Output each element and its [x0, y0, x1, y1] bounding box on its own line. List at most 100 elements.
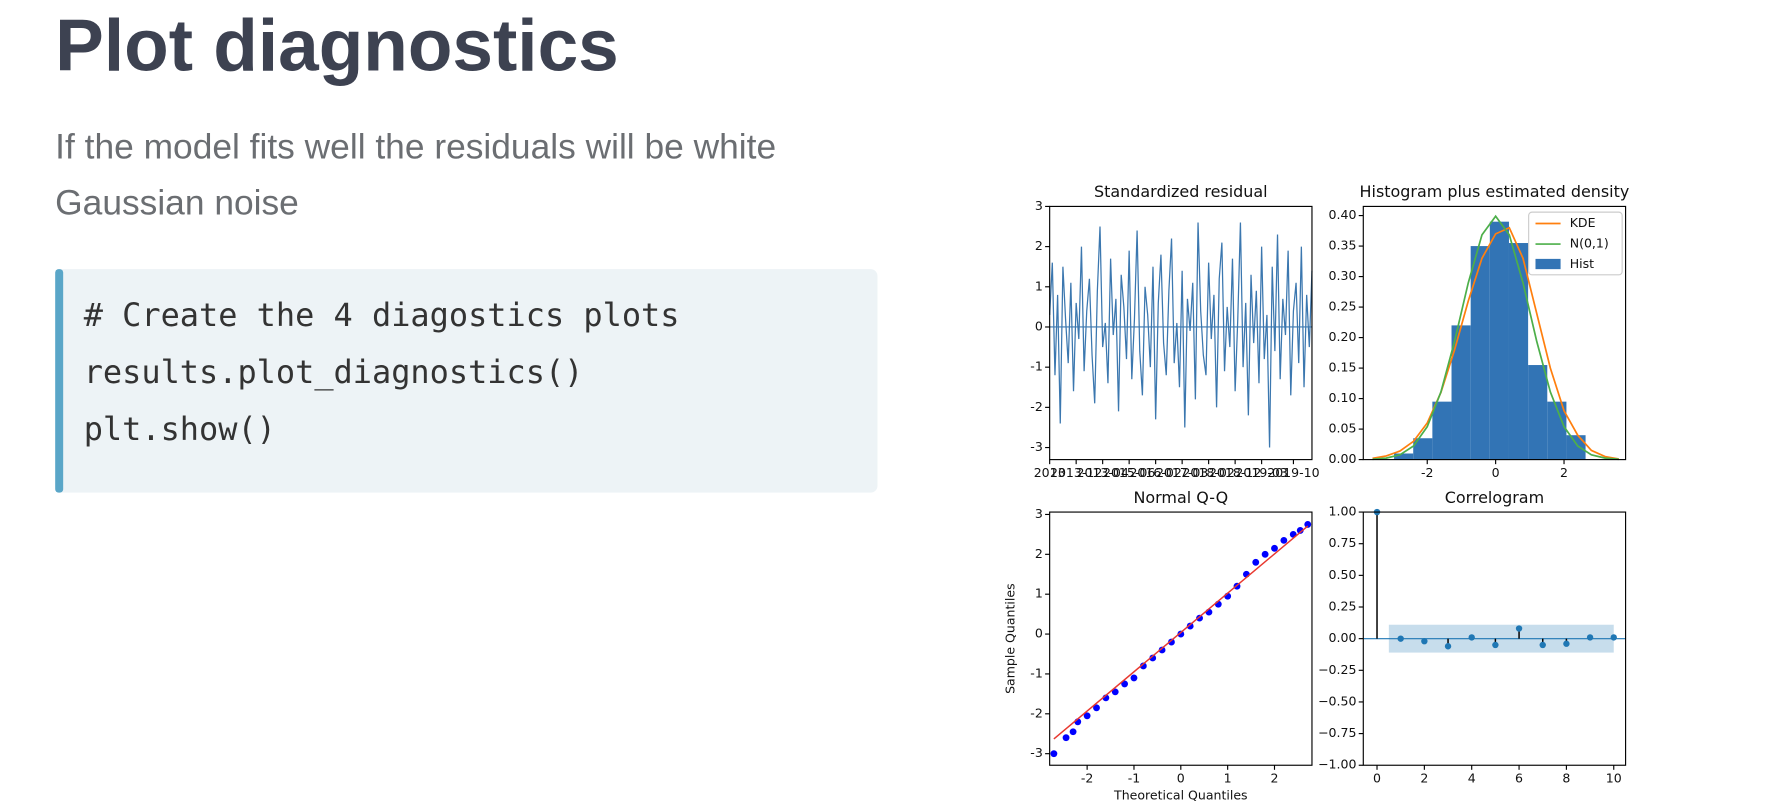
y-tick-label: 0	[1035, 318, 1043, 333]
y-tick-label: 0.75	[1329, 535, 1357, 550]
density-line	[1372, 214, 1619, 461]
stem-marker	[1421, 637, 1428, 645]
code-line: plt.show()	[84, 410, 276, 448]
x-tick-label: 1	[1224, 770, 1232, 785]
code-box	[55, 269, 878, 493]
panel-title: Histogram plus estimated density	[1360, 182, 1630, 201]
y-tick-label: 0	[1035, 626, 1043, 641]
y-tick-label: 0.25	[1329, 599, 1357, 614]
hist-bar	[1528, 365, 1548, 460]
qq-point	[1121, 680, 1129, 688]
hist-bar	[1566, 435, 1586, 460]
x-tick-label: -2	[1421, 465, 1434, 480]
x-tick-label: 2013	[1034, 465, 1066, 480]
y-tick-label: 0.50	[1329, 567, 1357, 582]
y-tick-label: -2	[1030, 399, 1043, 414]
qq-point	[1252, 558, 1260, 566]
subtitle-line: Gaussian noise	[55, 183, 299, 222]
y-tick-label: 0.15	[1329, 360, 1357, 375]
qq-point	[1130, 674, 1138, 682]
x-tick-label: 0	[1373, 770, 1381, 785]
stem-marker	[1610, 634, 1617, 641]
y-tick-label: 1	[1035, 278, 1043, 293]
y-tick-label: 3	[1035, 198, 1043, 213]
qq-point	[1149, 654, 1157, 662]
panel-title: Correlogram	[1445, 488, 1544, 507]
y-tick-label: 0.00	[1329, 630, 1357, 645]
x-axis-label: Theoretical Quantiles	[1113, 788, 1248, 803]
y-tick-label: 0.25	[1329, 299, 1357, 314]
x-tick-label: 0	[1177, 770, 1185, 785]
x-tick-label: 2	[1420, 770, 1428, 785]
y-tick-label: -3	[1030, 439, 1043, 454]
x-tick-label: 2019-10	[1267, 465, 1319, 480]
y-tick-label: -1	[1030, 665, 1043, 680]
axes-frame	[1049, 511, 1313, 766]
y-tick-label: -2	[1030, 705, 1043, 720]
qq-point	[1177, 630, 1185, 638]
qq-point	[1196, 614, 1203, 622]
residual-line	[1049, 222, 1313, 448]
x-tick-label: -2	[1081, 770, 1094, 785]
hist-bar	[1508, 243, 1529, 460]
stem-marker	[1539, 641, 1546, 649]
hist-bar	[1432, 401, 1452, 460]
qq-point	[1158, 646, 1166, 654]
x-tick-label: 2018-12	[1209, 465, 1261, 480]
qq-point	[1093, 704, 1100, 712]
y-tick-label: 2	[1035, 546, 1043, 561]
qq-point	[1296, 526, 1304, 534]
qq-point	[1186, 622, 1194, 630]
qq-line	[1053, 525, 1309, 740]
hist-bar	[1489, 221, 1509, 460]
qq-point	[1139, 662, 1147, 670]
panel-title: Standardized residual	[1094, 182, 1268, 201]
legend-label: Hist	[1570, 256, 1594, 271]
legend-swatch	[1535, 258, 1561, 270]
qq-point	[1280, 536, 1288, 544]
code-line: results.plot_diagnostics()	[84, 353, 584, 391]
x-tick-label: 2	[1271, 770, 1279, 785]
y-tick-label: −0.25	[1318, 662, 1356, 677]
qq-point	[1083, 712, 1091, 720]
qq-point	[1261, 550, 1269, 558]
y-tick-label: -3	[1030, 745, 1043, 760]
x-tick-label: -1	[1128, 770, 1141, 785]
stem-marker	[1563, 640, 1570, 647]
x-tick-label: 8	[1562, 770, 1570, 785]
hist-bar	[1470, 246, 1490, 460]
qq-point	[1304, 521, 1312, 528]
stem-marker	[1515, 625, 1523, 632]
y-tick-label: 0.05	[1329, 421, 1357, 436]
y-tick-label: 3	[1035, 506, 1043, 521]
y-tick-label: 0.40	[1329, 207, 1357, 222]
x-tick-label: 2015-06	[1103, 465, 1155, 480]
axes-frame	[1362, 511, 1627, 766]
code-line: # Create the 4 diagostics plots	[84, 296, 680, 334]
y-tick-label: -1	[1030, 359, 1043, 374]
qq-point	[1271, 544, 1278, 552]
qq-point	[1111, 688, 1119, 696]
x-tick-label: 2013-04	[1076, 465, 1128, 480]
slide-title: Plot diagnostics	[55, 6, 619, 87]
x-tick-label: 2016-02	[1129, 465, 1181, 480]
code-bar	[55, 269, 64, 493]
x-tick-label: 2018-02	[1182, 465, 1234, 480]
y-tick-label: 0.20	[1329, 329, 1357, 344]
axes-frame	[1362, 205, 1627, 461]
density-line	[1372, 226, 1619, 460]
hist-bar	[1394, 453, 1414, 460]
subtitle-line: If the model fits well the residuals wil…	[55, 128, 776, 167]
x-tick-label: 2017-03	[1156, 465, 1208, 480]
y-tick-label: 0.10	[1329, 390, 1357, 405]
qq-point	[1168, 638, 1175, 646]
y-tick-label: 0.30	[1329, 268, 1357, 283]
y-tick-label: 0.00	[1329, 451, 1357, 466]
x-tick-label: 10	[1606, 770, 1622, 785]
x-tick-label: 2	[1560, 465, 1568, 480]
x-tick-label: 4	[1468, 770, 1476, 785]
x-tick-label: 2013-12	[1050, 465, 1102, 480]
y-tick-label: −0.50	[1318, 693, 1356, 708]
y-tick-label: −0.75	[1318, 725, 1356, 740]
